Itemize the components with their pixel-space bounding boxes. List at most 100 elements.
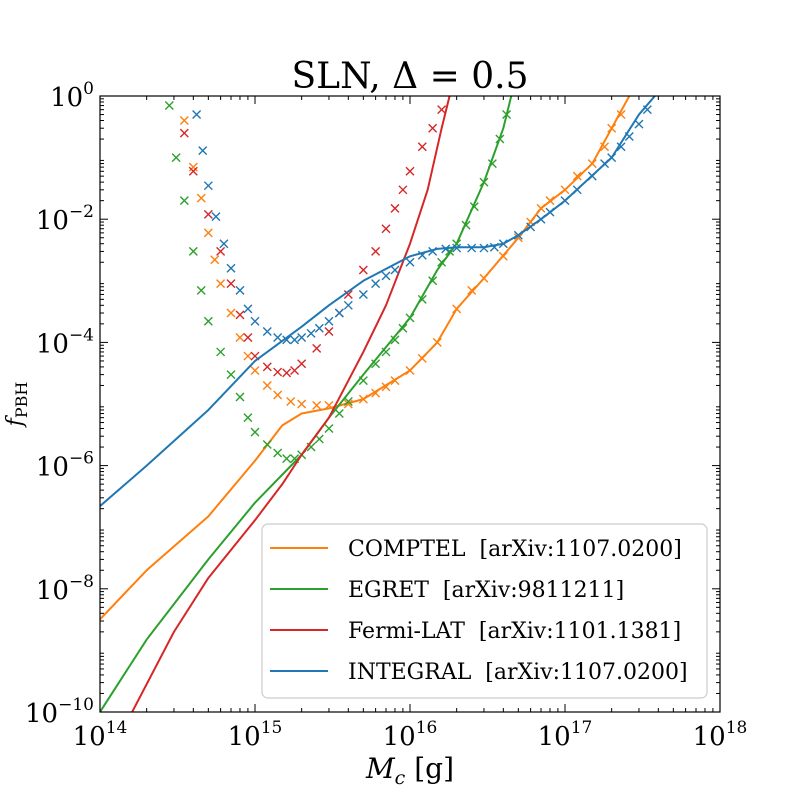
y-tick-exp: −4 [69,325,94,345]
series-marker-1-18 [324,424,334,434]
legend: COMPTEL [arXiv:1107.0200] EGRET [arXiv:98… [261,523,708,699]
series-marker-0-27 [498,251,508,261]
series-marker-1-22 [371,359,381,369]
series-marker-1-27 [417,294,427,304]
series-marker-2-23 [417,142,427,152]
y-tick-base: 10 [25,699,58,729]
series-marker-3-3 [211,212,221,222]
series-marker-3-8 [250,316,260,326]
y-tick-base: 10 [36,453,69,483]
series-marker-1-13 [282,454,292,464]
series-marker-1-7 [226,370,236,380]
series-marker-0-26 [479,273,489,283]
series-marker-0-18 [371,388,381,398]
series-marker-1-26 [405,313,415,323]
series-marker-0-24 [452,304,462,314]
series-marker-2-6 [243,333,253,343]
series-marker-0-13 [297,399,307,409]
y-tick-exp: 0 [83,79,94,99]
series-marker-1-3 [188,246,198,256]
legend-label-3: INTEGRAL [arXiv:1107.0200] [348,660,688,685]
series-marker-3-18 [343,300,353,310]
series-marker-2-2 [203,209,213,219]
series-marker-3-9 [262,327,272,337]
series-marker-1-9 [243,413,253,423]
series-marker-3-41 [616,142,626,152]
series-marker-1-32 [461,220,471,230]
series-marker-1-21 [358,376,368,386]
series-marker-3-25 [428,246,438,256]
series-marker-2-20 [390,203,400,213]
x-axis-label: Mc [g] [365,752,454,789]
x-tick-base: 10 [228,722,261,752]
series-marker-3-32 [513,230,523,240]
series-marker-0-25 [467,285,477,295]
series-marker-0-10 [262,380,272,390]
series-marker-2-16 [343,289,353,299]
series-marker-1-34 [479,177,489,187]
y-tick-label: 100 [50,79,94,113]
y-tick-base: 10 [50,83,83,113]
series-marker-3-31 [498,239,508,249]
series-marker-2-1 [188,166,198,176]
series-marker-0-31 [545,196,555,206]
series-marker-1-36 [495,134,505,144]
series-marker-3-42 [624,132,634,142]
series-marker-1-5 [203,316,213,326]
series-marker-1-24 [390,335,400,345]
series-marker-0-17 [358,394,368,404]
series-marker-0-28 [513,233,523,243]
series-marker-3-27 [452,243,462,253]
series-marker-1-6 [216,347,226,357]
series-marker-1-23 [381,347,391,357]
series-marker-0-6 [226,308,236,318]
series-marker-3-6 [235,285,245,295]
series-marker-0-12 [286,396,296,406]
y-tick-exp: −8 [69,572,94,592]
y-axis-label-sub: PBH [12,382,31,419]
series-marker-0-20 [390,376,400,386]
series-marker-3-29 [479,243,489,253]
axis-ticks: 1014 1015 1016 1017 101810010−210−410−610−81… [25,79,747,752]
series-marker-3-37 [572,185,582,195]
series-marker-3-14 [306,328,316,338]
series-marker-0-15 [324,400,334,410]
series-marker-3-26 [441,244,451,254]
series-marker-1-4 [196,285,206,295]
y-tick-exp: −6 [69,449,94,469]
series-marker-1-11 [262,440,272,450]
series-marker-1-8 [235,392,245,402]
series-marker-3-38 [587,171,597,181]
x-tick-exp: 14 [106,718,128,738]
legend-label-2: Fermi-LAT [arXiv:1101.1381] [348,619,681,644]
series-marker-3-21 [381,271,391,281]
x-axis-label-sub: c [395,767,406,789]
x-tick-label: 1014 [73,718,128,752]
x-tick-label: 1016 [383,718,438,752]
series-marker-0-9 [250,365,260,375]
series-marker-2-5 [235,310,245,320]
series-marker-0-3 [203,228,213,238]
series-marker-0-33 [572,171,582,181]
y-axis-label: fPBH [3,382,31,429]
x-tick-exp: 16 [416,718,438,738]
series-marker-2-4 [226,279,236,289]
series-marker-3-43 [634,119,644,129]
series-marker-0-19 [381,382,391,392]
series-marker-3-22 [390,265,400,275]
x-axis-label-unit: [g] [405,752,454,785]
series-marker-3-24 [417,250,427,260]
y-tick-base: 10 [36,206,69,236]
series-marker-2-11 [290,365,300,375]
series-marker-0-36 [607,123,617,133]
series-marker-0-35 [600,142,610,152]
series-marker-0-21 [405,365,415,375]
x-tick-exp: 15 [261,718,283,738]
x-tick-exp: 17 [571,718,593,738]
series-marker-2-19 [381,224,391,234]
y-tick-base: 10 [36,329,69,359]
chart-title: SLN, Δ = 0.5 [292,56,529,97]
series-marker-0-0 [179,116,189,126]
y-tick-base: 10 [36,576,69,606]
y-tick-label: 10−8 [36,572,94,606]
